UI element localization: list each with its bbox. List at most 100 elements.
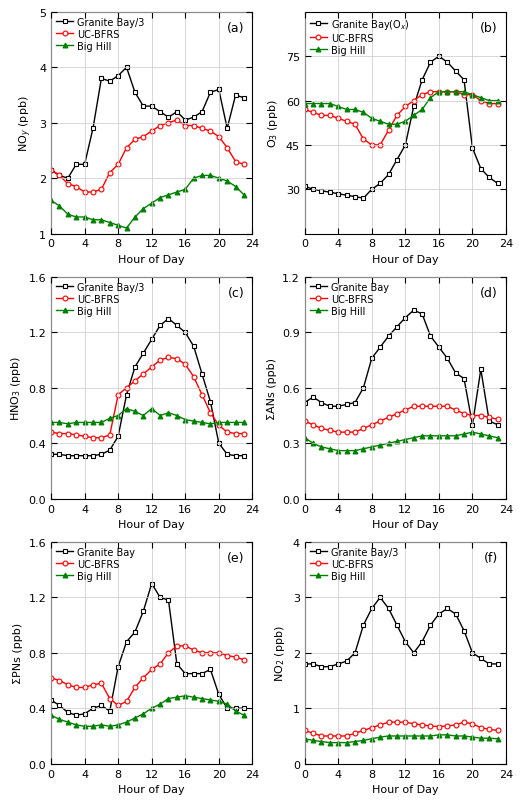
Granite Bay/3 [73, 451, 79, 461]
Granite Bay/3 [65, 451, 71, 461]
Big Hill [318, 737, 325, 747]
UC-BFRS [106, 694, 113, 703]
Granite Bay [81, 709, 88, 719]
Granite Bay [98, 701, 104, 711]
Big Hill [182, 415, 188, 425]
UC-BFRS [419, 402, 425, 412]
Line: Granite Bay/3: Granite Bay/3 [49, 316, 246, 459]
Granite Bay [174, 659, 180, 669]
Granite Bay/3 [310, 659, 316, 669]
Granite Bay [343, 400, 350, 410]
Text: (f): (f) [484, 551, 498, 565]
Line: UC-BFRS: UC-BFRS [49, 118, 246, 195]
Big Hill [207, 171, 213, 181]
UC-BFRS [73, 430, 79, 440]
UC-BFRS [90, 434, 96, 443]
Big Hill [224, 418, 230, 428]
UC-BFRS [385, 126, 392, 136]
Granite Bay/3 [191, 342, 197, 352]
UC-BFRS [453, 406, 459, 415]
Granite Bay/3 [90, 451, 96, 461]
Big Hill [402, 435, 409, 445]
UC-BFRS [494, 415, 501, 425]
Big Hill [494, 96, 501, 106]
UC-BFRS [385, 413, 392, 422]
Granite Bay(O$_x$) [335, 190, 341, 199]
Big Hill [411, 112, 417, 121]
UC-BFRS [428, 402, 434, 412]
Big Hill [352, 446, 358, 456]
Granite Bay/3 [369, 604, 375, 613]
UC-BFRS [106, 430, 113, 440]
Granite Bay/3 [149, 335, 155, 344]
Granite Bay(O$_x$) [360, 194, 366, 204]
Line: UC-BFRS: UC-BFRS [302, 719, 500, 739]
UC-BFRS [98, 679, 104, 688]
Granite Bay [318, 398, 325, 408]
UC-BFRS [98, 185, 104, 195]
Line: Granite Bay: Granite Bay [302, 308, 500, 428]
Big Hill [385, 120, 392, 130]
UC-BFRS [98, 434, 104, 443]
Granite Bay [453, 369, 459, 378]
Granite Bay/3 [132, 88, 138, 98]
Big Hill [327, 738, 333, 748]
UC-BFRS [444, 402, 450, 412]
Big Hill [224, 177, 230, 186]
Big Hill [469, 732, 476, 742]
UC-BFRS [494, 726, 501, 736]
UC-BFRS [165, 648, 172, 658]
Granite Bay(O$_x$) [369, 185, 375, 195]
UC-BFRS [191, 373, 197, 382]
UC-BFRS [140, 369, 147, 379]
UC-BFRS [157, 356, 163, 365]
Granite Bay/3 [73, 161, 79, 170]
Granite Bay [123, 637, 129, 646]
Line: Big Hill: Big Hill [49, 406, 246, 426]
UC-BFRS [48, 166, 54, 176]
UC-BFRS [224, 144, 230, 153]
Legend: Granite Bay(O$_x$), UC-BFRS, Big Hill: Granite Bay(O$_x$), UC-BFRS, Big Hill [307, 16, 411, 58]
Big Hill [486, 431, 492, 441]
Granite Bay [73, 711, 79, 720]
UC-BFRS [90, 188, 96, 198]
UC-BFRS [232, 652, 239, 662]
Granite Bay/3 [56, 171, 63, 181]
Big Hill [377, 117, 383, 127]
Granite Bay/3 [216, 86, 222, 96]
Line: UC-BFRS: UC-BFRS [49, 644, 246, 708]
Big Hill [199, 694, 205, 703]
Big Hill [318, 442, 325, 452]
Granite Bay [302, 398, 308, 408]
Big Hill [343, 446, 350, 456]
Granite Bay [115, 662, 121, 671]
UC-BFRS [436, 722, 442, 732]
Big Hill [469, 91, 476, 100]
Big Hill [132, 213, 138, 222]
Granite Bay/3 [123, 63, 129, 73]
UC-BFRS [56, 171, 63, 181]
Granite Bay [369, 354, 375, 364]
Big Hill [419, 732, 425, 741]
UC-BFRS [469, 411, 476, 421]
Big Hill [132, 407, 138, 417]
UC-BFRS [360, 135, 366, 145]
Big Hill [98, 418, 104, 428]
UC-BFRS [241, 655, 247, 665]
Big Hill [232, 707, 239, 716]
Granite Bay(O$_x$) [436, 52, 442, 62]
Granite Bay [140, 607, 147, 617]
Granite Bay(O$_x$) [310, 185, 316, 195]
UC-BFRS [123, 697, 129, 707]
Big Hill [216, 174, 222, 184]
Granite Bay [428, 332, 434, 341]
Big Hill [335, 103, 341, 112]
Big Hill [65, 419, 71, 429]
UC-BFRS [140, 673, 147, 683]
Granite Bay [232, 703, 239, 713]
Big Hill [352, 105, 358, 115]
Big Hill [360, 444, 366, 454]
Granite Bay/3 [360, 621, 366, 630]
Granite Bay/3 [385, 604, 392, 613]
Big Hill [394, 437, 400, 446]
